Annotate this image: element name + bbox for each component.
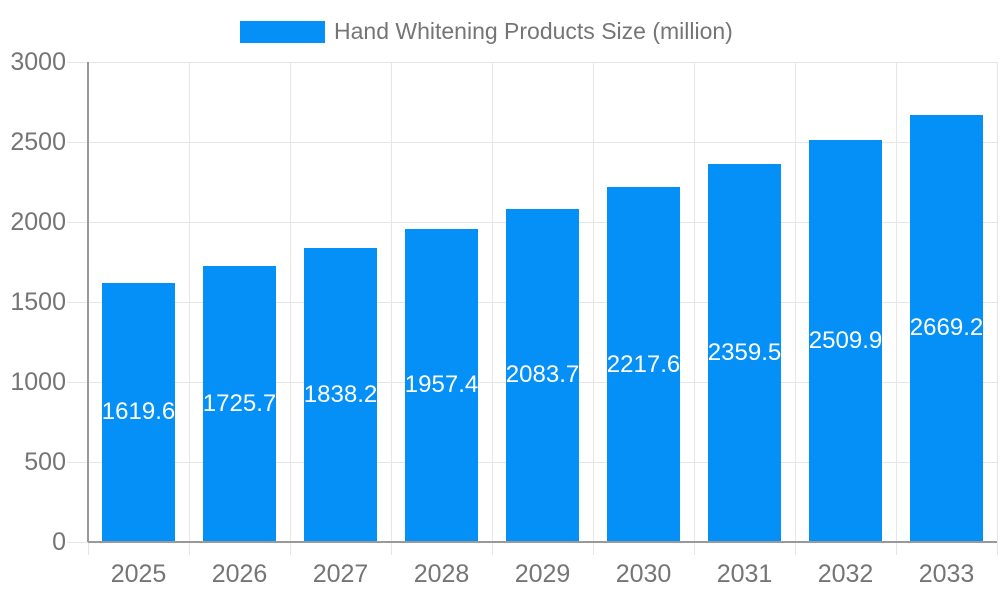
y-axis-tick-label: 1000 xyxy=(10,368,66,396)
bar-2033[interactable] xyxy=(910,114,983,542)
y-axis-tick-label: 2000 xyxy=(10,208,66,236)
bar-2027[interactable] xyxy=(304,247,377,542)
x-gridline xyxy=(188,62,190,555)
y-axis-line xyxy=(87,62,89,542)
x-axis-tick-label: 2025 xyxy=(110,560,167,588)
x-axis-tick-label: 2032 xyxy=(817,560,874,588)
y-axis-tick-label: 3000 xyxy=(10,48,66,76)
y-axis-tick-label: 0 xyxy=(52,528,66,556)
bar-value-label: 1838.2 xyxy=(303,380,378,408)
x-axis-tick-label: 2030 xyxy=(615,560,672,588)
x-gridline xyxy=(794,62,796,555)
bar-value-label: 1619.6 xyxy=(101,398,176,426)
x-axis-tick-label: 2026 xyxy=(211,560,268,588)
x-gridline xyxy=(491,62,493,555)
bar-2026[interactable] xyxy=(203,265,276,542)
y-axis-tick-label: 1500 xyxy=(10,288,66,316)
legend-swatch xyxy=(240,20,325,43)
y-axis-tick-label: 500 xyxy=(24,448,66,476)
bar-2031[interactable] xyxy=(708,164,781,542)
x-gridline xyxy=(693,62,695,555)
x-axis-line xyxy=(88,541,997,543)
x-axis-tick-label: 2028 xyxy=(413,560,470,588)
x-axis-tick-label: 2027 xyxy=(312,560,369,588)
bar-2032[interactable] xyxy=(809,140,882,542)
bar-2025[interactable] xyxy=(102,282,175,542)
bar-value-label: 1957.4 xyxy=(404,371,479,399)
x-gridline xyxy=(592,62,594,555)
y-gridline-3000 xyxy=(67,61,997,63)
bar-value-label: 2359.5 xyxy=(707,339,782,367)
x-gridline xyxy=(895,62,897,555)
legend-label: Hand Whitening Products Size (million) xyxy=(334,18,733,44)
bar-value-label: 2669.2 xyxy=(909,314,984,342)
bar-value-label: 2509.9 xyxy=(808,327,883,355)
bar-2029[interactable] xyxy=(506,208,579,542)
chart-legend[interactable]: Hand Whitening Products Size (million) xyxy=(240,18,733,45)
y-axis-tick-label: 2500 xyxy=(10,128,66,156)
bar-2028[interactable] xyxy=(405,228,478,542)
bar-value-label: 1725.7 xyxy=(202,389,277,417)
bar-2030[interactable] xyxy=(607,187,680,542)
x-axis-tick-label: 2033 xyxy=(918,560,975,588)
bar-value-label: 2083.7 xyxy=(505,361,580,389)
x-axis-tick-label: 2031 xyxy=(716,560,773,588)
x-axis-tick-label: 2029 xyxy=(514,560,571,588)
y-gridline-2500 xyxy=(67,141,997,143)
bar-value-label: 2217.6 xyxy=(606,350,681,378)
x-gridline xyxy=(996,62,998,555)
x-gridline xyxy=(289,62,291,555)
x-gridline xyxy=(390,62,392,555)
